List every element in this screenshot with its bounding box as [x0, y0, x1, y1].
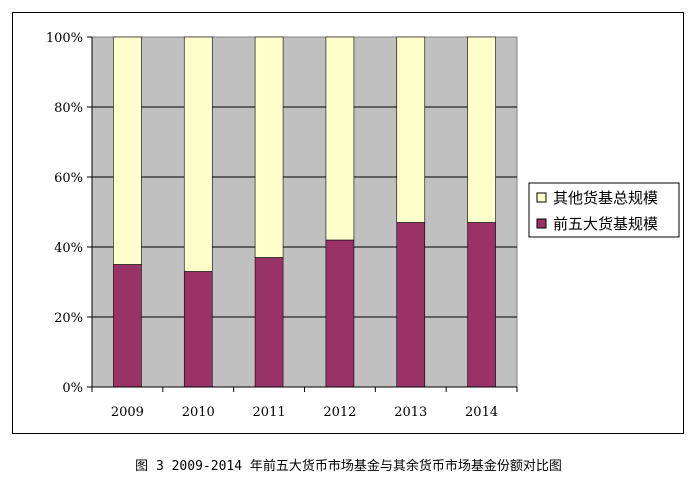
grid-lines	[92, 106, 517, 318]
y-tick-label: 20%	[54, 311, 83, 326]
bar-segment-other-2014	[467, 36, 496, 223]
bar-segment-other-2012	[325, 36, 355, 241]
bar-segment-top5-2011	[254, 257, 284, 388]
plot-area	[91, 36, 518, 388]
x-axis-ticks: 2009 2010 2011 2012 2013 2014	[91, 386, 518, 420]
y-tick-label: 60%	[54, 171, 83, 186]
legend-box	[528, 182, 680, 238]
bar-segment-top5-2013	[396, 222, 426, 388]
y-tick-label: 100%	[46, 31, 83, 46]
x-tick-label: 2010	[182, 405, 215, 420]
stacked-bar-chart: 0%20%40%60%80%100% 2009 2010 2011 2012 2013 2…	[46, 31, 680, 420]
bar-segment-top5-2012	[325, 239, 355, 388]
bar-segment-other-2013	[396, 36, 426, 223]
bar-segment-top5-2010	[183, 271, 213, 388]
legend-label-top5: 前五大货基规模	[553, 215, 658, 233]
bar-segment-other-2011	[254, 36, 284, 258]
figure-caption: 图 3 2009-2014 年前五大货币市场基金与其余货币市场基金份额对比图	[135, 459, 562, 474]
x-tick-label: 2011	[253, 405, 286, 420]
y-tick-label: 80%	[54, 101, 83, 116]
x-tick-label: 2012	[323, 405, 356, 420]
bar-segment-top5-2009	[113, 264, 142, 388]
x-tick-label: 2013	[394, 405, 427, 420]
y-axis-ticks: 0% 20% 40% 60% 80% 100%	[46, 31, 93, 396]
legend-swatch-top5	[536, 218, 547, 229]
legend-swatch-other	[536, 192, 547, 203]
y-tick-label: 40%	[54, 241, 83, 256]
y-tick-label: 0%	[62, 381, 83, 396]
bar-segment-other-2009	[113, 36, 142, 265]
legend-label-other: 其他货基总规模	[553, 189, 658, 207]
bar-segment-top5-2014	[467, 222, 496, 388]
bars	[113, 36, 496, 388]
x-tick-label: 2014	[465, 405, 498, 420]
bar-segment-other-2010	[183, 36, 213, 272]
x-tick-label: 2009	[111, 405, 144, 420]
legend: 其他货基总规模 前五大货基规模	[528, 182, 680, 238]
